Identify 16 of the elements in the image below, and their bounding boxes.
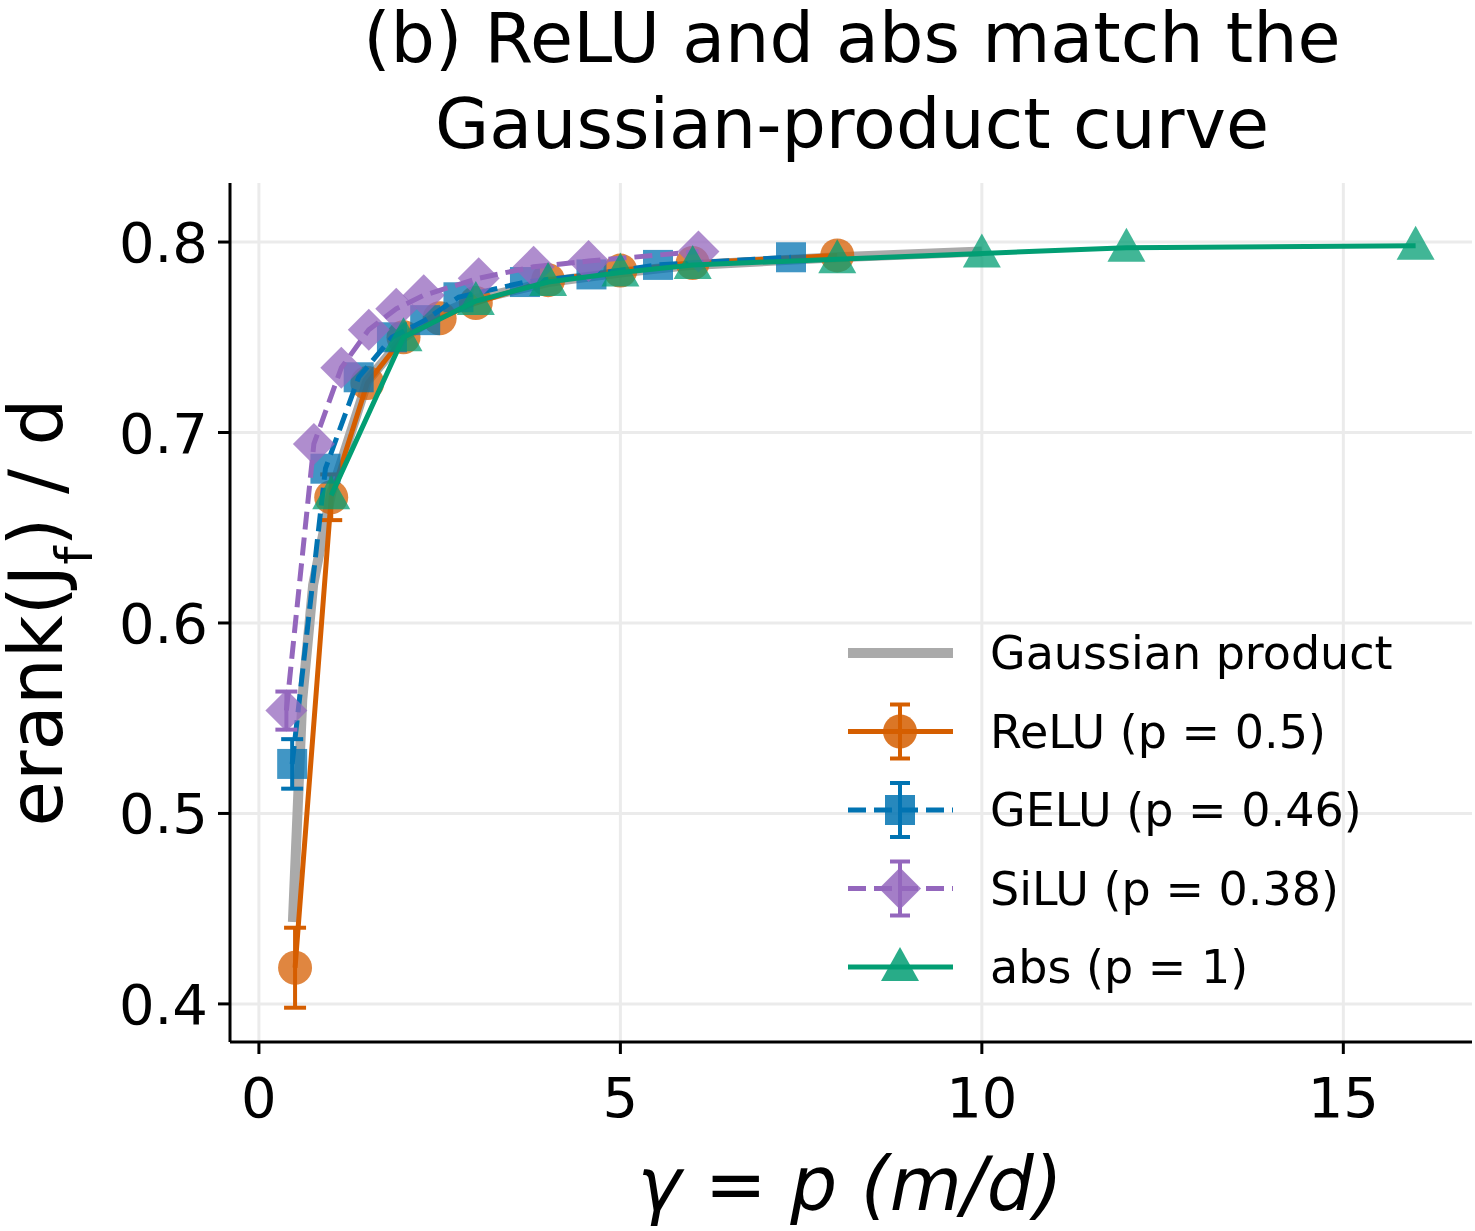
y-tick-label: 0.6 bbox=[118, 590, 208, 656]
x-tick-label: 15 bbox=[1307, 1065, 1379, 1130]
y-tick-label: 0.7 bbox=[118, 400, 208, 466]
legend-label: abs (p = 1) bbox=[990, 940, 1249, 994]
legend-label: Gaussian product bbox=[990, 626, 1393, 680]
legend-label: SiLU (p = 0.38) bbox=[990, 861, 1339, 916]
x-tick-label: 5 bbox=[602, 1065, 639, 1130]
y-tick-label: 0.8 bbox=[118, 210, 208, 276]
x-tick-label: 10 bbox=[946, 1065, 1018, 1130]
legend-label: GELU (p = 0.46) bbox=[990, 783, 1362, 837]
x-axis-title: γ = p (m/d) bbox=[637, 1141, 1063, 1227]
y-tick-label: 0.4 bbox=[118, 971, 208, 1037]
legend-label: ReLU (p = 0.5) bbox=[990, 704, 1326, 759]
x-tick-label: 0 bbox=[241, 1065, 277, 1130]
chart-title: (b) ReLU and abs match the Gaussian-product curve bbox=[363, 0, 1341, 165]
y-tick-label: 0.5 bbox=[118, 781, 208, 847]
